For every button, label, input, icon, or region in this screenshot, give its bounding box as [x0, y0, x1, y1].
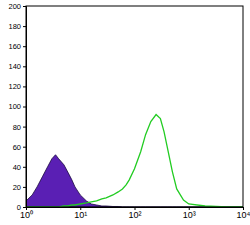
x-tick-label: 10¹: [74, 210, 87, 220]
y-tick-label: 100: [8, 102, 21, 111]
plot-frame: [26, 6, 243, 207]
chart: 10⁰ 10¹ 10² 10³ 10⁴ 0 20 40 60 80 100 120 140 160 180 2…: [0, 0, 250, 225]
y-axis-line: [23, 7, 27, 208]
y-tick-label: 80: [13, 123, 21, 132]
y-tick-label: 20: [13, 183, 21, 192]
y-tick: 160: [8, 42, 26, 51]
histogram-line: [26, 115, 243, 207]
y-tick: 60: [13, 143, 26, 152]
y-tick-label: 180: [8, 22, 21, 31]
y-tick: 80: [13, 123, 26, 132]
x-tick: 10⁴: [237, 207, 250, 220]
x-tick: 10¹: [74, 207, 87, 220]
x-tick-label: 10²: [128, 210, 141, 220]
x-tick-label: 10⁴: [237, 210, 250, 220]
y-axis: 0 20 40 60 80 100 120 140 160 180 200: [8, 2, 26, 212]
y-tick-label: 120: [8, 82, 21, 91]
y-tick-mark: [23, 46, 26, 47]
y-tick-label: 160: [8, 42, 21, 51]
y-tick-mark: [23, 207, 26, 208]
marks: [26, 115, 243, 207]
y-tick-mark: [23, 107, 26, 108]
y-tick: 120: [8, 82, 26, 91]
y-tick-mark: [23, 86, 26, 87]
y-tick-label: 0: [17, 203, 21, 212]
x-tick: 10⁰: [20, 207, 33, 220]
x-tick-label: 10³: [183, 210, 196, 220]
y-tick: 140: [8, 62, 26, 71]
x-tick: 10²: [128, 207, 141, 220]
x-tick-label: 10⁰: [20, 210, 33, 220]
y-tick-mark: [23, 6, 26, 7]
y-tick-label: 40: [13, 163, 21, 172]
y-tick-mark: [23, 187, 26, 188]
y-tick-mark: [23, 167, 26, 168]
y-tick: 0: [17, 203, 26, 212]
histogram-area: [26, 155, 243, 207]
y-tick-mark: [23, 26, 26, 27]
y-tick-mark: [23, 66, 26, 67]
y-tick-mark: [23, 147, 26, 148]
y-tick: 180: [8, 22, 26, 31]
y-tick: 40: [13, 163, 26, 172]
plot: 10⁰ 10¹ 10² 10³ 10⁴ 0 20 40 60 80 100 120 140 160 180 2…: [8, 2, 250, 220]
y-tick: 20: [13, 183, 26, 192]
y-tick-mark: [23, 127, 26, 128]
x-tick: 10³: [183, 207, 196, 220]
y-tick: 100: [8, 102, 26, 111]
y-tick-label: 140: [8, 62, 21, 71]
x-axis: 10⁰ 10¹ 10² 10³ 10⁴: [20, 207, 250, 220]
y-tick-label: 200: [8, 2, 21, 11]
y-tick-label: 60: [13, 143, 21, 152]
y-tick: 200: [8, 2, 26, 11]
